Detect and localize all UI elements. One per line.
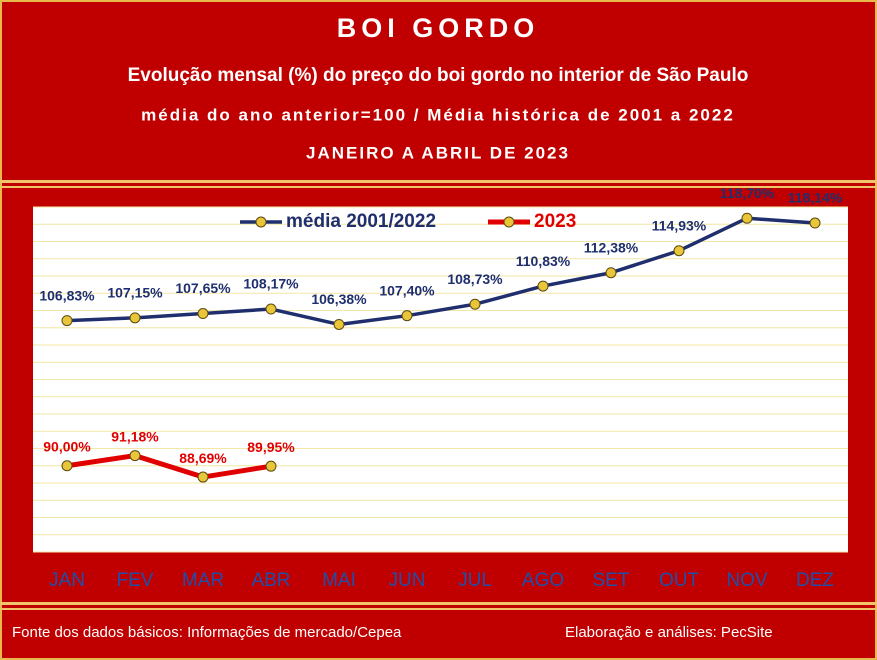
x-tick-label: AGO (522, 570, 564, 591)
subtitle: Evolução mensal (%) do preço do boi gord… (128, 65, 749, 86)
stripe (0, 602, 877, 605)
data-label: 91,18% (111, 428, 159, 444)
source: Fonte dos dados básicos: Informações de … (12, 624, 402, 641)
x-tick-label: OUT (659, 570, 700, 591)
stripe (0, 180, 877, 183)
data-label: 108,17% (243, 276, 299, 292)
marker (265, 460, 277, 472)
legend-marker (255, 216, 267, 228)
data-label: 106,38% (311, 291, 367, 307)
marker (197, 471, 209, 483)
marker (673, 245, 685, 257)
x-tick-label: NOV (726, 570, 768, 591)
marker (809, 217, 821, 229)
x-tick-label: DEZ (796, 570, 834, 591)
chart-title: BOI GORDO (337, 13, 540, 43)
data-label: 118,70% (720, 185, 775, 201)
marker (61, 315, 73, 327)
series-line (66, 453, 272, 480)
data-label: 88,69% (179, 450, 227, 466)
legend-label: média 2001/2022 (286, 211, 436, 232)
subtitle: média do ano anterior=100 / Média histór… (141, 105, 735, 124)
data-label: 112,38% (584, 239, 639, 255)
x-tick-label: JUL (458, 570, 492, 591)
data-label: 107,15% (107, 285, 163, 301)
marker (265, 303, 277, 315)
x-tick-label: MAI (322, 570, 356, 591)
x-tick-label: JUN (389, 570, 426, 591)
data-label: 107,40% (379, 282, 435, 298)
stripe (0, 608, 877, 610)
stripe (0, 186, 877, 188)
x-tick-label: SET (593, 570, 630, 591)
data-label: 108,73% (447, 271, 503, 287)
data-label: 90,00% (43, 438, 91, 454)
x-tick-label: FEV (117, 570, 154, 591)
x-tick-label: MAR (182, 570, 224, 591)
subtitle: JANEIRO A ABRIL DE 2023 (306, 143, 570, 162)
series-line (66, 216, 816, 327)
legend-label: 2023 (534, 211, 576, 232)
marker (537, 280, 549, 292)
x-tick-label: ABR (251, 570, 290, 591)
marker (741, 212, 753, 224)
data-label: 107,65% (175, 280, 231, 296)
legend-marker (503, 216, 515, 228)
data-label: 114,93% (652, 217, 707, 233)
marker (605, 267, 617, 279)
marker (197, 308, 209, 320)
marker (401, 310, 413, 322)
marker (61, 460, 73, 472)
data-label: 89,95% (247, 439, 295, 455)
x-tick-label: JAN (49, 570, 85, 591)
credit: Elaboração e análises: PecSite (565, 624, 773, 641)
data-label: 110,83% (516, 253, 571, 269)
data-label: 106,83% (39, 287, 95, 303)
marker (333, 318, 345, 330)
data-label: 118,14% (788, 190, 843, 206)
marker (129, 312, 141, 324)
marker (469, 298, 481, 310)
marker (129, 450, 141, 462)
